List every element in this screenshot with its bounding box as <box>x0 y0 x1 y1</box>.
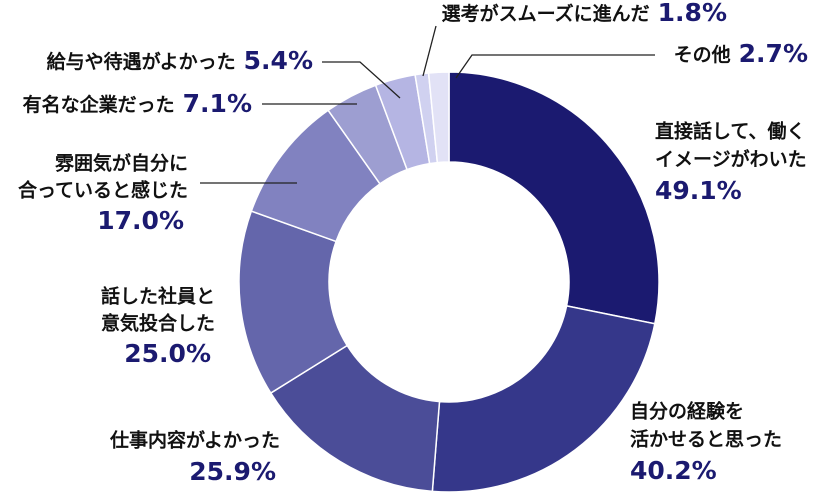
slice-label: その他 2.7% <box>674 39 808 68</box>
label-text: 合っていると感じた <box>18 179 188 202</box>
label-text: 給与や待遇がよかった <box>47 50 236 73</box>
slice-label: 選考がスムーズに進んだ 1.8% <box>442 0 727 27</box>
value-label: 49.1% <box>655 176 742 205</box>
value-label: 7.1% <box>183 89 252 118</box>
slices <box>238 71 660 493</box>
leader-line <box>422 25 437 77</box>
value-label: 40.2% <box>630 456 717 485</box>
label-line: 有名な企業だった 7.1% <box>23 89 252 118</box>
label-text: 有名な企業だった <box>23 93 175 116</box>
label-text: 仕事内容がよかった <box>109 429 280 452</box>
label-text: 選考がスムーズに進んだ <box>442 2 650 25</box>
slice-label: 給与や待遇がよかった 5.4% <box>47 46 313 75</box>
donut-slice <box>427 71 450 164</box>
leader-line <box>322 61 401 99</box>
leader-line <box>455 54 655 79</box>
label-line: 給与や待遇がよかった 5.4% <box>47 46 313 75</box>
label-text: 雰囲気が自分に <box>55 152 188 175</box>
label-text: イメージがわいた <box>655 148 807 171</box>
value-label: 1.8% <box>658 0 727 27</box>
value-label: 2.7% <box>739 39 808 68</box>
label-line: 選考がスムーズに進んだ 1.8% <box>442 0 727 27</box>
label-line: その他 2.7% <box>674 39 808 68</box>
leader-lines <box>200 25 655 184</box>
value-label: 25.0% <box>124 339 211 368</box>
value-label: 25.9% <box>189 457 276 486</box>
value-label: 5.4% <box>244 46 313 75</box>
slice-label: 有名な企業だった 7.1% <box>23 89 252 118</box>
donut-slice <box>431 304 656 493</box>
label-text: 話した社員と <box>101 285 215 308</box>
label-text: 自分の経験を <box>630 400 744 423</box>
label-text: その他 <box>674 43 731 66</box>
donut-slice <box>448 71 660 325</box>
slice-label: 仕事内容がよかった 25.9% <box>109 429 280 487</box>
label-text: 意気投合した <box>101 312 215 335</box>
label-text: 直接話して、働く <box>655 120 805 143</box>
value-label: 17.0% <box>97 206 184 235</box>
label-text: 活かせると思った <box>630 428 782 451</box>
